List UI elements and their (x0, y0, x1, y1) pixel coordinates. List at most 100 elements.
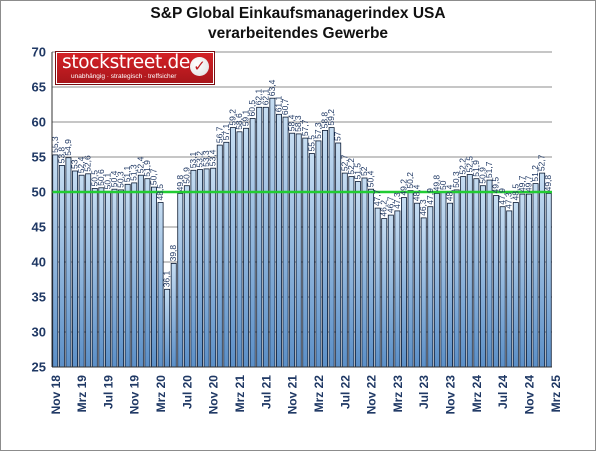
data-label-19: 49,8 (175, 175, 185, 192)
bar-20 (183, 185, 190, 368)
y-tick-label-55: 55 (32, 150, 46, 165)
data-label-50: 46,2 (379, 200, 389, 217)
data-label-17: 36,1 (162, 270, 172, 287)
data-label-9: 50,4 (109, 170, 119, 187)
bar-35 (282, 116, 289, 368)
bar-71 (519, 193, 526, 368)
bar-44 (341, 172, 348, 368)
data-label-26: 57,1 (221, 123, 231, 140)
bar-15 (151, 186, 157, 368)
bar-33 (269, 97, 276, 368)
bar-62 (460, 176, 467, 368)
data-label-72: 49,7 (523, 175, 533, 192)
data-label-1: 53,8 (56, 147, 66, 164)
bar-70 (512, 202, 519, 368)
bar-1 (58, 164, 65, 368)
bar-69 (506, 210, 513, 368)
bar-66 (486, 179, 493, 368)
bar-53 (401, 197, 407, 368)
bar-26 (223, 141, 230, 368)
bar-18 (170, 262, 177, 368)
data-label-6: 50,5 (89, 170, 99, 187)
bar-43 (335, 142, 342, 368)
bar-3 (72, 170, 78, 368)
bar-21 (190, 169, 197, 368)
bar-23 (203, 168, 210, 368)
bar-17 (164, 288, 171, 368)
data-label-29: 59,1 (241, 109, 251, 126)
data-label-49: 47,7 (372, 189, 382, 206)
bar-25 (216, 144, 223, 368)
data-label-16: 48,5 (155, 184, 165, 201)
bar-59 (440, 191, 447, 368)
y-tick-label-35: 35 (32, 290, 46, 305)
bar-12 (131, 182, 138, 368)
data-label-43: 57 (333, 131, 343, 141)
data-label-12: 51,3 (129, 164, 139, 181)
bar-7 (98, 187, 105, 368)
y-tick-label-50: 50 (32, 185, 46, 200)
bar-41 (322, 129, 328, 368)
bar-24 (210, 167, 217, 368)
data-label-32: 62,1 (260, 88, 270, 105)
data-label-69: 47,3 (504, 192, 514, 209)
bar-48 (368, 188, 375, 368)
data-label-37: 58,3 (293, 115, 303, 132)
bar-46 (354, 181, 361, 368)
bar-31 (256, 106, 263, 368)
data-label-66: 51,7 (484, 161, 494, 178)
x-tick-label-15: Nov 23 (444, 375, 458, 415)
data-label-59: 50 (438, 180, 448, 190)
data-labels: 55,353,854,95352,452,650,550,650,150,450… (50, 79, 553, 287)
chart-title: S&P Global Einkaufsmanagerindex USA (150, 5, 446, 22)
bar-72 (526, 193, 532, 368)
data-label-25: 56,7 (214, 126, 224, 143)
bar-11 (124, 183, 131, 368)
chart-title-block: S&P Global Einkaufsmanagerindex USA vera… (0, 4, 596, 44)
bar-61 (453, 189, 460, 368)
bar-37 (295, 133, 302, 368)
x-tick-label-2: Jul 19 (101, 375, 115, 409)
data-label-21: 53,1 (188, 151, 198, 168)
x-tick-label-5: Jul 20 (180, 375, 194, 409)
data-label-48: 50,4 (366, 170, 376, 187)
data-label-20: 50,9 (181, 167, 191, 184)
data-label-42: 59,2 (326, 109, 336, 126)
data-label-55: 48,4 (412, 184, 422, 201)
data-label-47: 52 (359, 166, 369, 176)
bar-29 (243, 127, 250, 368)
x-tick-label-17: Jul 24 (496, 375, 510, 409)
bar-9 (111, 188, 118, 368)
data-label-71: 49,7 (517, 175, 527, 192)
bar-60 (447, 202, 453, 368)
bar-50 (381, 218, 388, 368)
bar-34 (276, 113, 282, 368)
data-label-53: 49,2 (398, 179, 408, 196)
x-tick-label-0: Nov 18 (49, 375, 63, 415)
data-label-62: 52,2 (458, 158, 468, 175)
data-label-5: 52,6 (83, 155, 93, 172)
x-tick-label-19: Mrz 25 (549, 375, 563, 413)
x-tick-label-1: Mrz 19 (75, 375, 89, 413)
bar-2 (65, 157, 72, 368)
bar-39 (308, 153, 315, 368)
data-label-24: 53,4 (208, 149, 218, 166)
data-label-65: 50,9 (477, 167, 487, 184)
stockstreet-logo: stockstreet.de unabhängig · strategisch … (56, 52, 214, 84)
chart-subtitle: verarbeitendes Gewerbe (207, 25, 389, 42)
bar-65 (479, 185, 486, 368)
bar-19 (177, 192, 184, 368)
bars (52, 97, 552, 368)
x-tick-label-8: Jul 21 (259, 375, 273, 409)
x-tick-label-13: Mrz 23 (391, 375, 405, 413)
x-tick-label-7: Mrz 21 (233, 375, 247, 413)
bar-5 (85, 173, 92, 368)
data-label-4: 52,4 (76, 156, 86, 173)
y-tick-label-30: 30 (32, 325, 46, 340)
data-label-44: 52,7 (339, 154, 349, 171)
x-tick-label-9: Nov 21 (286, 375, 300, 415)
y-tick-label-70: 70 (32, 45, 46, 60)
bar-74 (539, 172, 546, 368)
data-label-3: 53 (70, 159, 80, 169)
